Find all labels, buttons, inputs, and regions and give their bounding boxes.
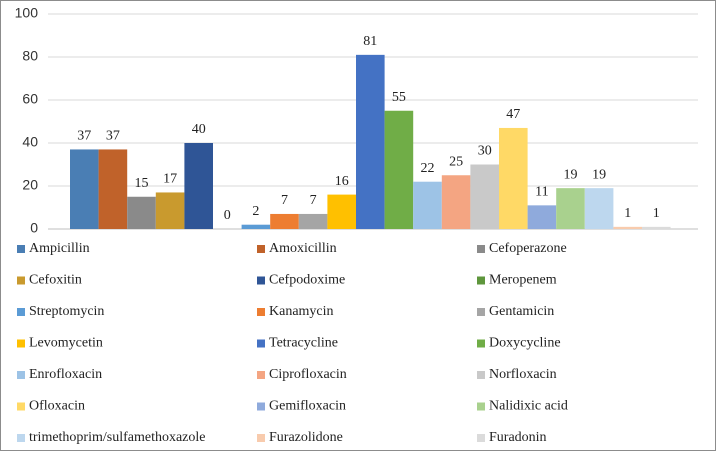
data-label: 55 [392, 90, 406, 105]
legend-label: Levomycetin [29, 336, 103, 351]
data-label: 11 [535, 185, 548, 200]
data-label: 81 [363, 34, 377, 49]
data-label: 7 [310, 193, 317, 208]
bar [241, 224, 271, 229]
data-label: 17 [163, 172, 177, 187]
data-label: 19 [564, 167, 578, 182]
legend-label: Gemifloxacin [269, 399, 346, 414]
legend-swatch [17, 339, 25, 348]
data-label: 37 [106, 129, 120, 144]
bar [470, 164, 499, 229]
data-label: 47 [506, 107, 520, 122]
legend-swatch [257, 308, 265, 316]
bar [556, 188, 585, 229]
bar [499, 127, 528, 229]
legend-swatch [477, 402, 485, 411]
data-label: 25 [449, 154, 463, 169]
bar [356, 54, 385, 229]
legend-swatch [257, 371, 265, 379]
data-label: 37 [77, 129, 91, 144]
bar [298, 213, 328, 229]
bar [155, 192, 185, 229]
legend-swatch [257, 402, 265, 411]
data-label: 22 [421, 161, 435, 176]
bar [441, 175, 471, 229]
legend-label: Cefoperazone [489, 241, 567, 256]
bar [642, 226, 671, 229]
data-label: 19 [592, 167, 606, 182]
bar [184, 143, 213, 229]
legend-swatch [257, 339, 265, 348]
bar [98, 149, 128, 229]
legend-label: Enrofloxacin [29, 367, 102, 382]
data-label: 30 [478, 144, 492, 159]
legend-swatch [257, 276, 265, 285]
bar [270, 213, 299, 229]
legend-label: Ampicillin [29, 241, 90, 256]
data-label: 2 [252, 204, 259, 219]
legend-swatch [17, 402, 25, 411]
legend-swatch [477, 276, 485, 285]
legend-label: Nalidixic acid [489, 399, 568, 414]
legend-swatch [17, 434, 25, 442]
legend-swatch [477, 339, 485, 348]
legend-label: Norfloxacin [489, 367, 557, 382]
legend-label: Ofloxacin [29, 399, 85, 414]
legend-swatch [257, 245, 265, 253]
bar [613, 226, 642, 229]
y-tick-label: 0 [30, 220, 38, 236]
legend-swatch [17, 245, 25, 253]
bar [527, 205, 557, 229]
data-label: 15 [135, 176, 149, 191]
legend-swatch [477, 308, 485, 316]
data-label: 1 [653, 206, 660, 221]
data-label: 0 [224, 208, 231, 223]
data-label: 16 [335, 174, 349, 189]
legend-swatch [257, 434, 265, 442]
legend-label: Ciprofloxacin [269, 367, 347, 382]
legend-swatch [17, 276, 25, 285]
legend-swatch [477, 371, 485, 379]
legend-label: Amoxicillin [269, 241, 337, 256]
bar [584, 188, 614, 229]
legend-label: Cefoxitin [29, 273, 82, 288]
legend-label: Tetracycline [269, 336, 338, 351]
legend-label: Furadonin [489, 430, 547, 445]
bar [384, 110, 414, 229]
legend-label: Furazolidone [269, 430, 343, 445]
legend-label: Gentamicin [489, 304, 554, 319]
legend-label: Streptomycin [29, 304, 104, 319]
bar [413, 181, 442, 229]
legend-swatch [477, 245, 485, 253]
legend-swatch [17, 308, 25, 316]
legend-swatch [17, 371, 25, 379]
data-label: 7 [281, 193, 288, 208]
data-label: 1 [624, 206, 631, 221]
y-tick-label: 20 [22, 177, 38, 193]
legend-label: Kanamycin [269, 304, 334, 319]
legend-swatch [477, 434, 485, 442]
bar [127, 196, 156, 229]
data-label: 40 [192, 122, 206, 137]
y-tick-label: 60 [22, 91, 38, 107]
y-tick-label: 80 [22, 48, 38, 64]
bar [70, 149, 99, 229]
y-tick-label: 40 [22, 134, 38, 150]
y-tick-label: 100 [15, 5, 39, 21]
legend-label: Meropenem [489, 273, 557, 288]
bar [327, 194, 356, 229]
legend-label: Cefpodoxime [269, 273, 345, 288]
legend-label: trimethoprim/sulfamethoxazole [29, 430, 206, 445]
legend-label: Doxycycline [489, 336, 561, 351]
